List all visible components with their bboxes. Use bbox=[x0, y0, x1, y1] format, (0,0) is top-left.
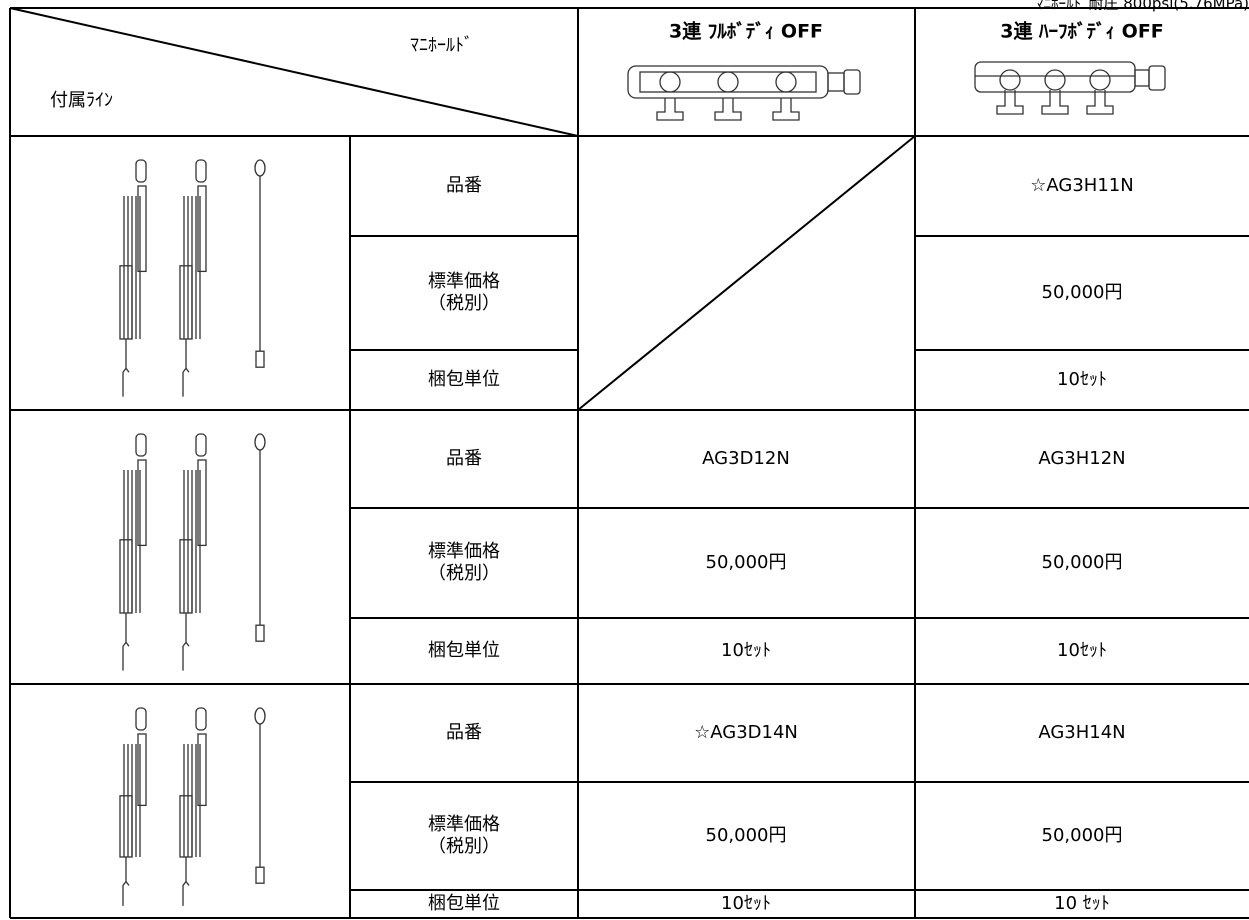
hose-cap bbox=[135, 433, 147, 457]
hose-cap bbox=[195, 707, 207, 731]
cell-value: ☆AG3H11N bbox=[1030, 175, 1133, 196]
cell-value: 10ｾｯﾄ bbox=[1057, 640, 1107, 661]
cell-value: AG3D12N bbox=[702, 448, 790, 469]
cell-value: 10ｾｯﾄ bbox=[1057, 369, 1107, 390]
row-label: 梱包単位 bbox=[428, 893, 500, 914]
hose-handle bbox=[119, 265, 133, 340]
cell-value: 10 ｾｯﾄ bbox=[1054, 893, 1110, 914]
hose-tip bbox=[122, 339, 130, 397]
hose-tip bbox=[122, 857, 130, 906]
hose-handle bbox=[179, 539, 193, 614]
cell-value: 50,000円 bbox=[706, 552, 787, 573]
row-label: （税別） bbox=[428, 836, 500, 857]
hose-clip bbox=[197, 185, 207, 273]
hose-clip bbox=[197, 459, 207, 547]
cell-value: 50,000円 bbox=[1042, 825, 1123, 846]
row-label: 品番 bbox=[446, 448, 482, 469]
manifold-full-illustration bbox=[627, 65, 861, 121]
accessory-line-illustration bbox=[119, 433, 266, 671]
hose-clip bbox=[137, 459, 147, 547]
corner-top-label: ﾏﾆﾎｰﾙﾄﾞ bbox=[410, 35, 473, 56]
accessory-line-illustration bbox=[119, 159, 266, 397]
cell-value: 50,000円 bbox=[706, 825, 787, 846]
column-header: 3連 ﾌﾙﾎﾞﾃﾞｨ OFF bbox=[669, 20, 823, 43]
cell-value: AG3H14N bbox=[1038, 722, 1125, 743]
cell-value: ☆AG3D14N bbox=[694, 722, 798, 743]
row-label: （税別） bbox=[428, 563, 500, 584]
row-label: 標準価格 bbox=[428, 541, 500, 562]
cell-value: 50,000円 bbox=[1042, 282, 1123, 303]
rod-end bbox=[254, 707, 266, 725]
cell-value: AG3H12N bbox=[1038, 448, 1125, 469]
hose-tip bbox=[182, 613, 190, 671]
hose-tip bbox=[182, 339, 190, 397]
hose-cap bbox=[135, 159, 147, 183]
hose-tip bbox=[122, 613, 130, 671]
rod-end bbox=[254, 159, 266, 177]
hose-cap bbox=[195, 433, 207, 457]
manifold-half-illustration bbox=[974, 61, 1166, 115]
hose-handle bbox=[119, 539, 133, 614]
corner-left-label: 付属ﾗｲﾝ bbox=[50, 90, 113, 111]
hose-clip bbox=[197, 733, 207, 807]
rod-end bbox=[254, 433, 266, 451]
row-label: 梱包単位 bbox=[428, 369, 500, 390]
hose-tip bbox=[182, 857, 190, 906]
row-label: 標準価格 bbox=[428, 271, 500, 292]
rod-end bbox=[255, 350, 265, 368]
hose-clip bbox=[137, 185, 147, 273]
column-header: 3連 ﾊｰﾌﾎﾞﾃﾞｨ OFF bbox=[1000, 20, 1164, 43]
row-label: （税別） bbox=[428, 293, 500, 314]
accessory-line-illustration bbox=[119, 707, 266, 906]
rod-end bbox=[255, 624, 265, 642]
row-label: 梱包単位 bbox=[428, 640, 500, 661]
table-border bbox=[9, 7, 579, 137]
rod-end bbox=[255, 866, 265, 884]
hose-handle bbox=[119, 795, 133, 858]
row-label: 品番 bbox=[446, 175, 482, 196]
row-label: 標準価格 bbox=[428, 814, 500, 835]
hose-cap bbox=[195, 159, 207, 183]
hose-handle bbox=[179, 265, 193, 340]
cell-value: 10ｾｯﾄ bbox=[721, 893, 771, 914]
cell-value: 50,000円 bbox=[1042, 552, 1123, 573]
pressure-note: ﾏﾆﾎｰﾙﾄﾞ耐圧 800psi(5.76MPa) bbox=[1036, 0, 1249, 13]
hose-clip bbox=[137, 733, 147, 807]
row-label: 品番 bbox=[446, 722, 482, 743]
not-available-slash bbox=[577, 135, 916, 411]
hose-cap bbox=[135, 707, 147, 731]
hose-handle bbox=[179, 795, 193, 858]
cell-value: 10ｾｯﾄ bbox=[721, 640, 771, 661]
